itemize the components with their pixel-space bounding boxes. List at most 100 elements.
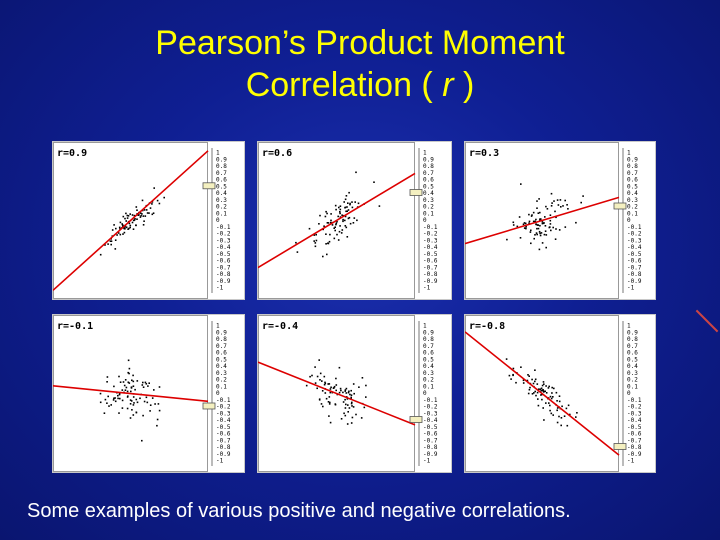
data-point — [143, 400, 146, 403]
data-point — [344, 390, 346, 392]
data-point — [335, 222, 338, 225]
data-point — [555, 228, 557, 230]
data-point — [353, 217, 356, 219]
data-point — [330, 221, 332, 224]
slider-tick-label: 0.9 — [216, 156, 227, 163]
data-point — [533, 392, 535, 394]
data-point — [348, 191, 350, 194]
data-point — [347, 209, 350, 211]
data-point — [324, 382, 327, 385]
data-point — [135, 206, 138, 208]
data-point — [332, 387, 335, 389]
slider-tick-label: -0.5 — [627, 424, 642, 431]
data-point — [322, 405, 324, 408]
slider-tick-label: -0.2 — [627, 404, 642, 411]
data-point — [522, 382, 525, 384]
data-point — [326, 222, 329, 224]
data-point — [344, 398, 346, 401]
title-variable-r: r — [442, 66, 454, 104]
data-point — [129, 224, 132, 227]
data-point — [99, 401, 102, 404]
data-point — [555, 216, 557, 219]
data-point — [327, 401, 330, 403]
data-point — [543, 390, 545, 393]
data-point — [569, 413, 571, 416]
data-point — [99, 392, 102, 395]
data-point — [346, 206, 348, 208]
data-point — [549, 214, 552, 216]
data-point — [549, 219, 552, 222]
data-point — [536, 391, 539, 394]
slider-tick-label: 1 — [216, 150, 220, 157]
correlation-panel-1: r=0.9 1 0.9 0.8 0.7 0.6 0.5 0.4 0.3 0.2 0.1 0 -0.1 -0… — [52, 141, 245, 300]
data-point — [125, 220, 127, 222]
slider-tick-label: 0.2 — [627, 204, 638, 211]
slider-tick-label: -0.4 — [423, 417, 438, 424]
data-point — [534, 380, 536, 383]
slider-tick-label: -1 — [627, 458, 635, 465]
data-point — [537, 227, 540, 230]
data-point — [118, 226, 121, 229]
slider-tick-label: 0.7 — [627, 343, 638, 350]
data-point — [148, 382, 150, 384]
data-point — [345, 226, 348, 229]
data-point — [536, 224, 539, 226]
data-point — [325, 233, 327, 235]
r-value-label: r=0.6 — [262, 148, 292, 159]
data-point — [329, 391, 332, 394]
slider-tick-label: 0.9 — [627, 329, 638, 336]
r-value-label: r=-0.1 — [57, 321, 93, 332]
data-point — [555, 391, 558, 394]
data-point — [333, 227, 335, 229]
data-point — [118, 412, 120, 414]
data-point — [352, 406, 355, 408]
slider-tick-label: 0.8 — [423, 163, 434, 170]
data-point — [527, 392, 530, 395]
data-point — [528, 220, 531, 223]
data-point — [126, 214, 129, 217]
data-point — [356, 219, 358, 222]
data-point — [543, 383, 545, 385]
data-point — [325, 397, 328, 400]
data-point — [344, 206, 347, 209]
data-point — [128, 222, 131, 225]
data-point — [123, 384, 126, 387]
slider-tick-label: 1 — [423, 323, 427, 330]
data-point — [530, 229, 532, 232]
data-point — [536, 200, 538, 202]
slider-tick-label: 0.7 — [216, 170, 227, 177]
data-point — [531, 214, 533, 216]
scatter-svg: r=-0.1 10.90.80.70.60.50.40.30.20.10-0.1-… — [53, 315, 231, 472]
data-point — [543, 222, 545, 224]
slider-tick-label: 0 — [627, 217, 631, 224]
data-point — [550, 397, 553, 400]
data-point — [543, 233, 546, 236]
data-point — [536, 233, 538, 236]
data-point — [318, 223, 320, 225]
slider-knob — [202, 182, 216, 190]
slider-tick-label: 0.4 — [216, 363, 227, 370]
data-point — [550, 205, 553, 207]
data-point — [539, 234, 542, 237]
data-point — [550, 192, 553, 195]
slider-tick-label: 0.5 — [216, 356, 227, 363]
data-point — [542, 389, 544, 391]
data-point — [309, 375, 311, 378]
data-point — [560, 424, 562, 427]
data-point — [110, 240, 113, 242]
slider-tick-label: -0.6 — [423, 258, 438, 265]
slider-tick-label: -0.6 — [423, 431, 438, 438]
slider-knob — [409, 189, 423, 196]
data-point — [560, 206, 562, 208]
data-point — [528, 388, 531, 391]
title-line-2: Correlation ( r ) — [0, 64, 720, 106]
data-point — [107, 243, 109, 245]
slider-tick-label: 0.4 — [423, 363, 434, 370]
data-point — [345, 195, 348, 197]
data-point — [136, 209, 138, 211]
data-point — [109, 240, 112, 242]
correlation-panel-2: r=0.6 1 0.9 0.8 0.7 0.6 0.5 0.4 0.3 0.2 0.1 0 -0.1 -0… — [257, 141, 452, 300]
data-point — [327, 222, 330, 224]
slider-tick-label: -0.8 — [216, 444, 231, 451]
data-point — [340, 232, 343, 234]
